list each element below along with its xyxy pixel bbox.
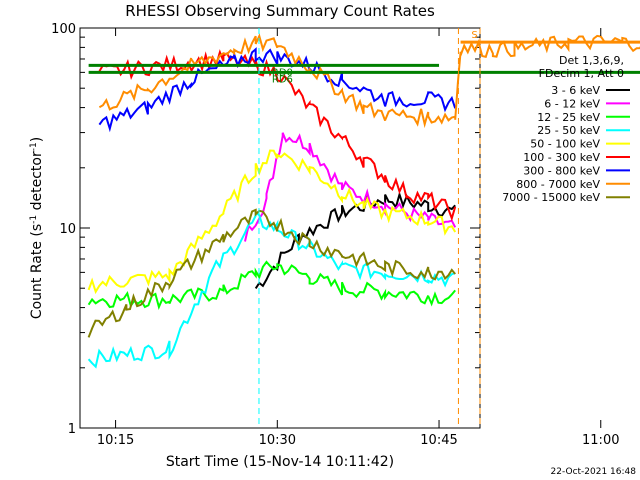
series-line xyxy=(87,260,456,311)
legend-header: Det 1,3,6,9, xyxy=(559,54,624,67)
x-tick-label: 10:45 xyxy=(420,433,457,448)
series-line xyxy=(98,47,457,133)
legend-entry: 50 - 100 keV xyxy=(530,138,600,151)
y-tick-label: 1 xyxy=(68,422,76,437)
legend-entry: 800 - 7000 keV xyxy=(516,178,600,191)
legend-entry: 300 - 800 keV xyxy=(523,164,600,177)
x-tick-label: 11:00 xyxy=(582,433,619,448)
flag-label: S xyxy=(471,30,477,41)
axis-layer: 10:1510:3010:4511:0011:1511:3011:4511010… xyxy=(51,22,619,448)
legend-entry: 7000 - 15000 keV xyxy=(502,191,600,204)
series-line xyxy=(98,49,457,222)
x-axis-label: Start Time (15-Nov-14 10:11:42) xyxy=(166,454,394,470)
x-tick-label: 10:30 xyxy=(259,433,296,448)
legend-entry: 100 - 300 keV xyxy=(523,151,600,164)
series-line xyxy=(254,191,456,289)
y-tick-label: 10 xyxy=(59,222,76,237)
x-tick-label: 10:15 xyxy=(97,433,134,448)
legend-header: FDecim 1, Att 0 xyxy=(539,67,624,80)
series-line xyxy=(98,33,640,129)
y-minor-ticks xyxy=(80,36,480,369)
legend-entry: 6 - 12 keV xyxy=(544,97,600,110)
series-layer xyxy=(87,33,640,369)
flag-layer: RD0RD6S xyxy=(88,28,640,428)
footer-date: 22-Oct-2021 16:48 xyxy=(551,467,637,477)
legend-entry: 3 - 6 keV xyxy=(551,84,600,97)
series-line xyxy=(87,149,457,295)
y-tick-label: 100 xyxy=(51,22,76,37)
legend-entry: 12 - 25 keV xyxy=(537,111,600,124)
flag-label: RD6 xyxy=(272,74,293,85)
series-line xyxy=(244,132,457,242)
chart-title: RHESSI Observing Summary Count Rates xyxy=(125,2,435,20)
legend-entry: 25 - 50 keV xyxy=(537,124,600,137)
y-axis-label: Count Rate (s-1 detector-1) xyxy=(29,137,45,319)
series-line xyxy=(87,208,456,338)
